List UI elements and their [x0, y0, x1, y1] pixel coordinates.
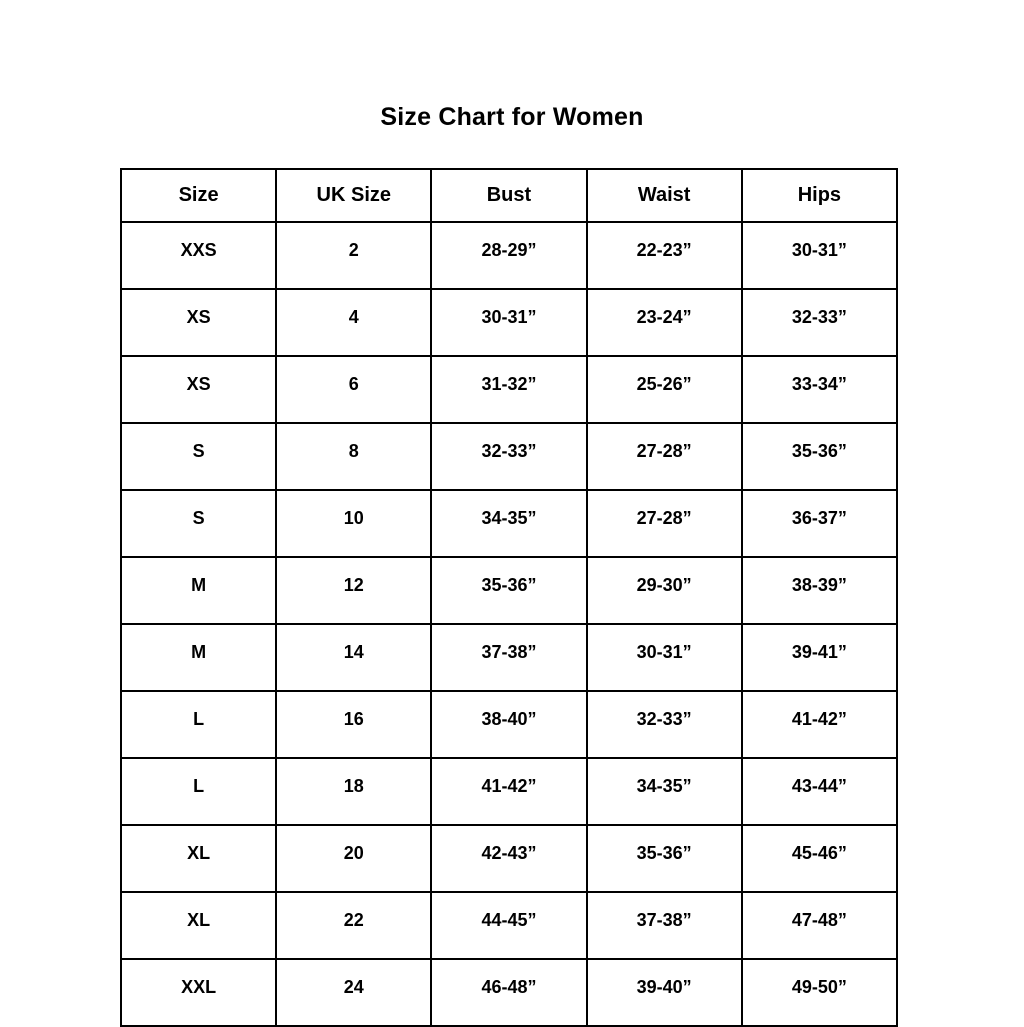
table-row: XS 4 30-31” 23-24” 32-33”: [119, 288, 899, 357]
header-row: Size UK Size Bust Waist Hips: [119, 168, 899, 223]
column-header-hips: Hips: [740, 168, 899, 223]
table-cell: 22: [275, 891, 433, 960]
table-row: S 8 32-33” 27-28” 35-36”: [119, 422, 899, 491]
table-row: M 12 35-36” 29-30” 38-39”: [119, 556, 899, 625]
table-cell: 38-39”: [740, 556, 899, 625]
table-row: XXL 24 46-48” 39-40” 49-50”: [119, 958, 899, 1027]
column-header-uk-size: UK Size: [275, 168, 433, 223]
table-cell: 49-50”: [740, 958, 899, 1027]
table-cell: 39-41”: [740, 623, 899, 692]
table-cell: 18: [275, 757, 433, 826]
table-cell: 32-33”: [430, 422, 588, 491]
table-cell: M: [119, 623, 278, 692]
table-cell: 44-45”: [430, 891, 588, 960]
table-row: XL 22 44-45” 37-38” 47-48”: [119, 891, 899, 960]
table-cell: 14: [275, 623, 433, 692]
table-cell: 37-38”: [430, 623, 588, 692]
table-cell: 27-28”: [585, 422, 743, 491]
table-cell: S: [119, 489, 278, 558]
table-row: XS 6 31-32” 25-26” 33-34”: [119, 355, 899, 424]
table-cell: 36-37”: [740, 489, 899, 558]
table-cell: 37-38”: [585, 891, 743, 960]
table-header: Size UK Size Bust Waist Hips: [119, 168, 899, 223]
table-cell: XXS: [119, 221, 278, 290]
table-cell: 43-44”: [740, 757, 899, 826]
page-title: Size Chart for Women: [380, 103, 644, 131]
table-cell: 39-40”: [585, 958, 743, 1027]
table-row: M 14 37-38” 30-31” 39-41”: [119, 623, 899, 692]
table-cell: 24: [275, 958, 433, 1027]
table-cell: 30-31”: [585, 623, 743, 692]
table-cell: 33-34”: [740, 355, 899, 424]
table-cell: 47-48”: [740, 891, 899, 960]
table-cell: M: [119, 556, 278, 625]
table-cell: 32-33”: [740, 288, 899, 357]
table-cell: L: [119, 690, 278, 759]
table-cell: XL: [119, 824, 278, 893]
table-cell: L: [119, 757, 278, 826]
table-row: L 18 41-42” 34-35” 43-44”: [119, 757, 899, 826]
table-cell: 38-40”: [430, 690, 588, 759]
column-header-waist: Waist: [585, 168, 743, 223]
table-row: XL 20 42-43” 35-36” 45-46”: [119, 824, 899, 893]
table-row: S 10 34-35” 27-28” 36-37”: [119, 489, 899, 558]
table-cell: 34-35”: [585, 757, 743, 826]
size-chart-table: Size UK Size Bust Waist Hips XXS 2 28-29” 2…: [119, 168, 899, 1027]
table-cell: 41-42”: [740, 690, 899, 759]
table-cell: 28-29”: [430, 221, 588, 290]
table-cell: 35-36”: [430, 556, 588, 625]
table-cell: 30-31”: [740, 221, 899, 290]
table-cell: 4: [275, 288, 433, 357]
table-cell: 30-31”: [430, 288, 588, 357]
table-cell: 23-24”: [585, 288, 743, 357]
table-body: XXS 2 28-29” 22-23” 30-31” XS 4 30-31” 23-24” 32-…: [119, 221, 899, 1027]
table-cell: 12: [275, 556, 433, 625]
column-header-bust: Bust: [430, 168, 588, 223]
table-cell: 35-36”: [740, 422, 899, 491]
table-cell: 27-28”: [585, 489, 743, 558]
table-cell: 25-26”: [585, 355, 743, 424]
table-row: XXS 2 28-29” 22-23” 30-31”: [119, 221, 899, 290]
table-cell: XXL: [119, 958, 278, 1027]
table-cell: 10: [275, 489, 433, 558]
table-cell: 45-46”: [740, 824, 899, 893]
table-cell: 8: [275, 422, 433, 491]
table-cell: 34-35”: [430, 489, 588, 558]
table-cell: 6: [275, 355, 433, 424]
table-cell: 46-48”: [430, 958, 588, 1027]
table-cell: 42-43”: [430, 824, 588, 893]
table-cell: 31-32”: [430, 355, 588, 424]
table-cell: XS: [119, 355, 278, 424]
table-cell: 41-42”: [430, 757, 588, 826]
table-cell: 22-23”: [585, 221, 743, 290]
table-cell: XL: [119, 891, 278, 960]
table-cell: 35-36”: [585, 824, 743, 893]
table-row: L 16 38-40” 32-33” 41-42”: [119, 690, 899, 759]
table-cell: 16: [275, 690, 433, 759]
table-cell: 20: [275, 824, 433, 893]
column-header-size: Size: [119, 168, 278, 223]
table-cell: XS: [119, 288, 278, 357]
table-cell: 32-33”: [585, 690, 743, 759]
table-cell: 2: [275, 221, 433, 290]
table-cell: 29-30”: [585, 556, 743, 625]
table-cell: S: [119, 422, 278, 491]
